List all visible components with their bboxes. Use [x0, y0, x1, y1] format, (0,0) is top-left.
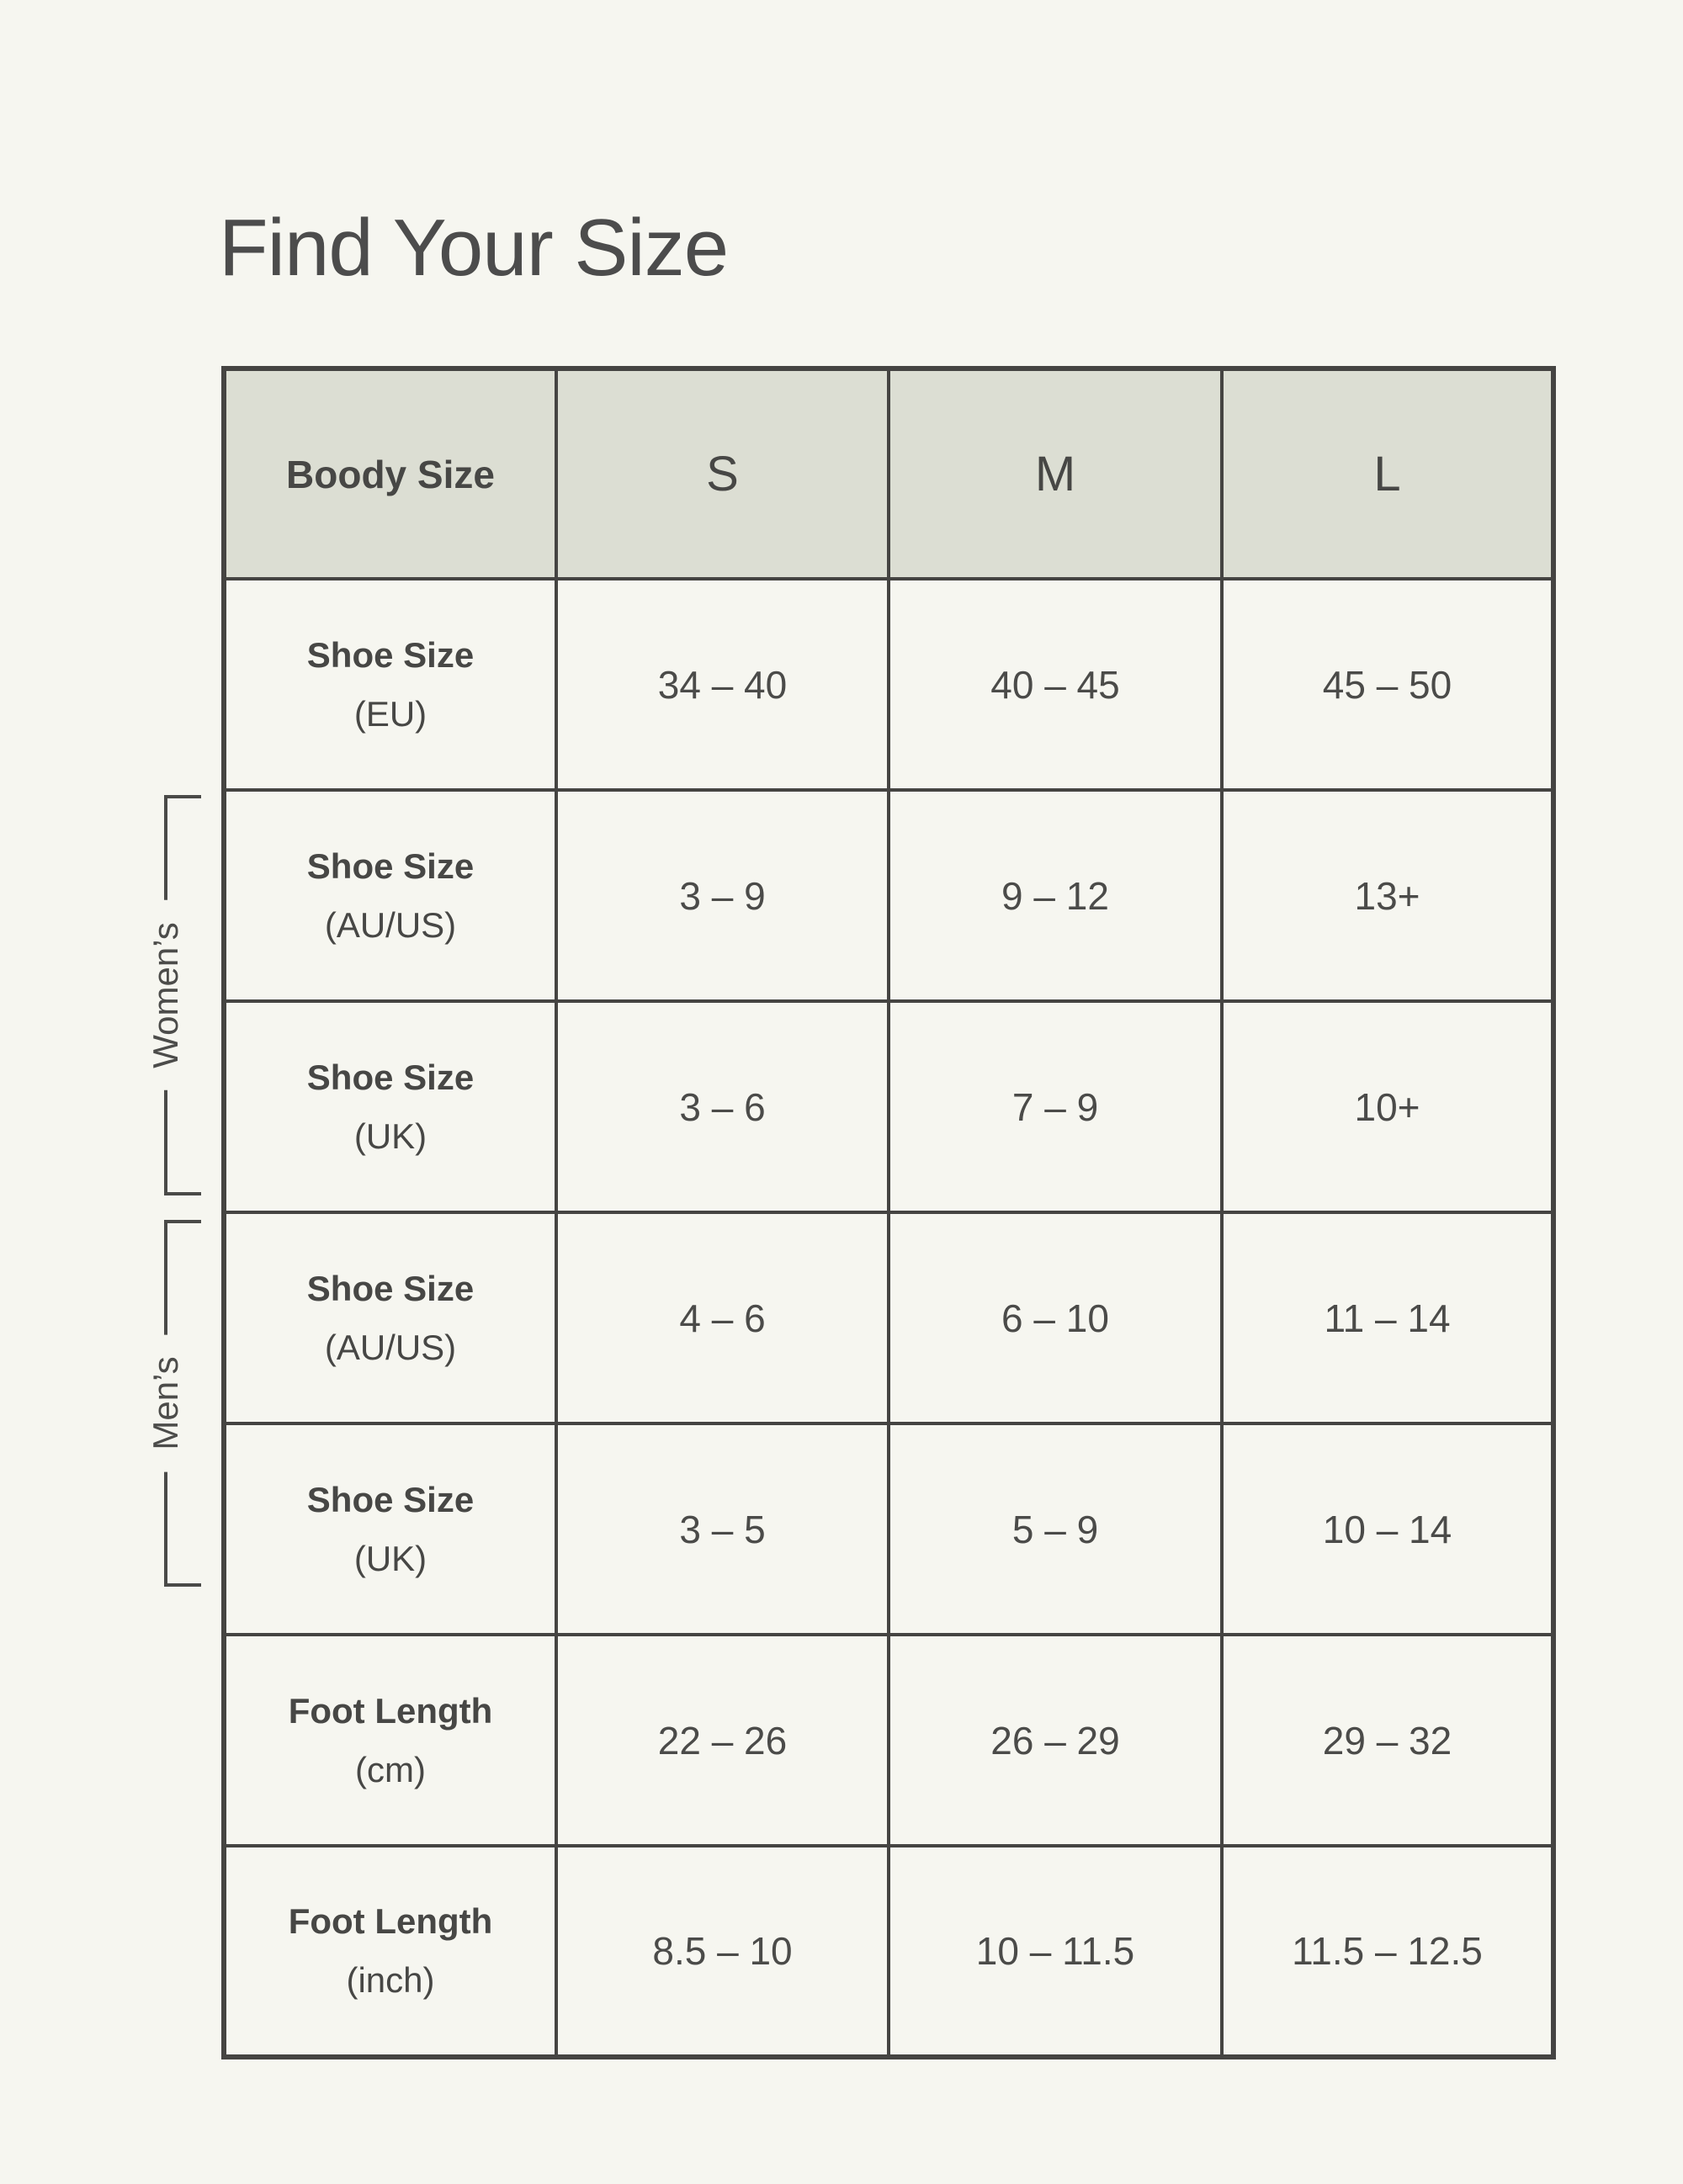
row-label-shoe-size-eu: Shoe Size (EU) — [222, 577, 558, 792]
row-label-name: Foot Length — [288, 1901, 493, 1941]
page-title: Find Your Size — [219, 203, 729, 294]
row-label-name: Shoe Size — [306, 846, 475, 886]
cell-foot-inch-m: 10 – 11.5 — [887, 1844, 1224, 2059]
womens-bracket-top-arm — [164, 795, 201, 798]
row-label-name: Shoe Size — [306, 1057, 475, 1097]
table-header-row: Boody Size S M L — [222, 367, 1555, 580]
header-cell-size-s: S — [555, 367, 890, 580]
cell-womens-uk-l: 10+ — [1220, 999, 1555, 1214]
row-label-foot-length-inch: Foot Length (inch) — [222, 1844, 558, 2059]
womens-bracket-bottom-arm — [164, 1192, 201, 1195]
cell-foot-inch-l: 11.5 – 12.5 — [1220, 1844, 1555, 2059]
cell-eu-s: 34 – 40 — [555, 577, 890, 792]
mens-bracket-top-arm — [164, 1220, 201, 1223]
table-row-foot-length-cm: Foot Length (cm) 22 – 26 26 – 29 29 – 32 — [222, 1633, 1555, 1847]
row-label-unit: (AU/US) — [324, 1327, 457, 1367]
cell-womens-uk-s: 3 – 6 — [555, 999, 890, 1214]
cell-foot-cm-m: 26 – 29 — [887, 1633, 1224, 1847]
row-label-unit: (inch) — [346, 1960, 435, 2000]
row-label-name: Shoe Size — [306, 1479, 475, 1519]
row-label-womens-au-us: Shoe Size (AU/US) — [222, 788, 558, 1003]
row-label-unit: (UK) — [353, 1538, 427, 1578]
row-label-name: Foot Length — [288, 1690, 493, 1731]
row-label-unit: (cm) — [355, 1749, 426, 1789]
header-cell-size-m: M — [887, 367, 1224, 580]
row-label-unit: (EU) — [353, 693, 427, 734]
table-row-mens-uk: Shoe Size (UK) 3 – 5 5 – 9 10 – 14 — [222, 1422, 1555, 1636]
cell-mens-uk-m: 5 – 9 — [887, 1422, 1224, 1636]
size-chart-table: Boody Size S M L Shoe Size (EU) 34 – 40 … — [221, 366, 1556, 2059]
cell-womens-uk-m: 7 – 9 — [887, 999, 1224, 1214]
row-label-unit: (AU/US) — [324, 904, 457, 945]
womens-group-label: Women’s — [141, 900, 191, 1090]
cell-womens-au-us-s: 3 – 9 — [555, 788, 890, 1003]
row-label-womens-uk: Shoe Size (UK) — [222, 999, 558, 1214]
header-cell-boody-size: Boody Size — [222, 367, 558, 580]
header-cell-size-l: L — [1220, 367, 1555, 580]
row-label-name: Shoe Size — [306, 1268, 475, 1308]
cell-mens-au-us-m: 6 – 10 — [887, 1211, 1224, 1425]
cell-foot-inch-s: 8.5 – 10 — [555, 1844, 890, 2059]
cell-foot-cm-s: 22 – 26 — [555, 1633, 890, 1847]
row-label-mens-au-us: Shoe Size (AU/US) — [222, 1211, 558, 1425]
table-row-shoe-size-eu: Shoe Size (EU) 34 – 40 40 – 45 45 – 50 — [222, 577, 1555, 792]
cell-foot-cm-l: 29 – 32 — [1220, 1633, 1555, 1847]
table-row-womens-au-us: Shoe Size (AU/US) 3 – 9 9 – 12 13+ — [222, 788, 1555, 1003]
cell-mens-au-us-s: 4 – 6 — [555, 1211, 890, 1425]
cell-womens-au-us-m: 9 – 12 — [887, 788, 1224, 1003]
mens-bracket-bottom-arm — [164, 1583, 201, 1587]
row-label-unit: (UK) — [353, 1116, 427, 1156]
row-label-foot-length-cm: Foot Length (cm) — [222, 1633, 558, 1847]
mens-group-label: Men’s — [141, 1334, 191, 1472]
cell-mens-au-us-l: 11 – 14 — [1220, 1211, 1555, 1425]
womens-group-bracket: Women’s — [141, 795, 201, 1195]
table-row-mens-au-us: Shoe Size (AU/US) 4 – 6 6 – 10 11 – 14 — [222, 1211, 1555, 1425]
table-row-foot-length-inch: Foot Length (inch) 8.5 – 10 10 – 11.5 11… — [222, 1844, 1555, 2059]
cell-eu-l: 45 – 50 — [1220, 577, 1555, 792]
cell-womens-au-us-l: 13+ — [1220, 788, 1555, 1003]
cell-mens-uk-s: 3 – 5 — [555, 1422, 890, 1636]
row-label-mens-uk: Shoe Size (UK) — [222, 1422, 558, 1636]
table-row-womens-uk: Shoe Size (UK) 3 – 6 7 – 9 10+ — [222, 999, 1555, 1214]
row-label-name: Shoe Size — [306, 634, 475, 675]
cell-eu-m: 40 – 45 — [887, 577, 1224, 792]
cell-mens-uk-l: 10 – 14 — [1220, 1422, 1555, 1636]
mens-group-bracket: Men’s — [141, 1220, 201, 1587]
